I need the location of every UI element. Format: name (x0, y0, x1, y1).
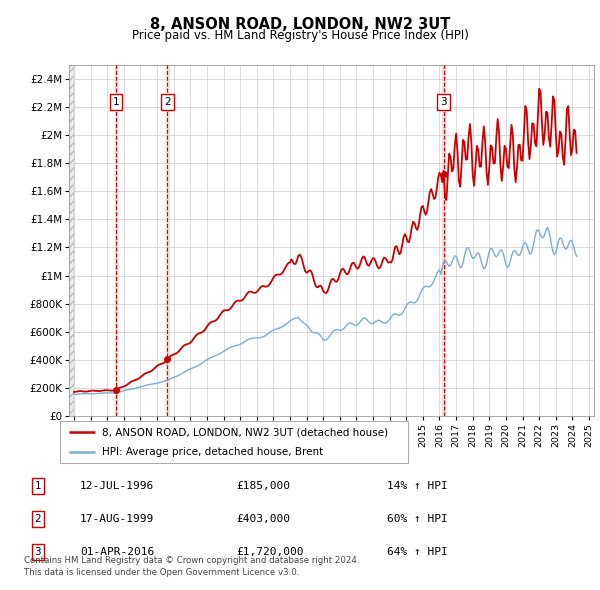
Text: 60% ↑ HPI: 60% ↑ HPI (387, 514, 448, 524)
Text: 2: 2 (164, 97, 171, 107)
Bar (442, 65, 445, 416)
Bar (166, 65, 169, 416)
Text: 17-AUG-1999: 17-AUG-1999 (80, 514, 154, 524)
Text: Price paid vs. HM Land Registry's House Price Index (HPI): Price paid vs. HM Land Registry's House … (131, 30, 469, 42)
Text: 8, ANSON ROAD, LONDON, NW2 3UT (detached house): 8, ANSON ROAD, LONDON, NW2 3UT (detached… (102, 427, 388, 437)
Text: 1: 1 (35, 481, 41, 491)
Text: Contains HM Land Registry data © Crown copyright and database right 2024.
This d: Contains HM Land Registry data © Crown c… (24, 556, 359, 577)
Text: 14% ↑ HPI: 14% ↑ HPI (387, 481, 448, 491)
Text: £185,000: £185,000 (236, 481, 290, 491)
Text: 2: 2 (35, 514, 41, 524)
Text: 64% ↑ HPI: 64% ↑ HPI (387, 548, 448, 557)
Text: 12-JUL-1996: 12-JUL-1996 (80, 481, 154, 491)
Text: £403,000: £403,000 (236, 514, 290, 524)
Bar (115, 65, 118, 416)
Text: 3: 3 (35, 548, 41, 557)
Bar (69, 65, 74, 416)
Text: 3: 3 (440, 97, 447, 107)
Text: HPI: Average price, detached house, Brent: HPI: Average price, detached house, Bren… (102, 447, 323, 457)
Text: 8, ANSON ROAD, LONDON, NW2 3UT: 8, ANSON ROAD, LONDON, NW2 3UT (150, 17, 450, 31)
Text: £1,720,000: £1,720,000 (236, 548, 304, 557)
Text: 1: 1 (113, 97, 119, 107)
Text: 01-APR-2016: 01-APR-2016 (80, 548, 154, 557)
